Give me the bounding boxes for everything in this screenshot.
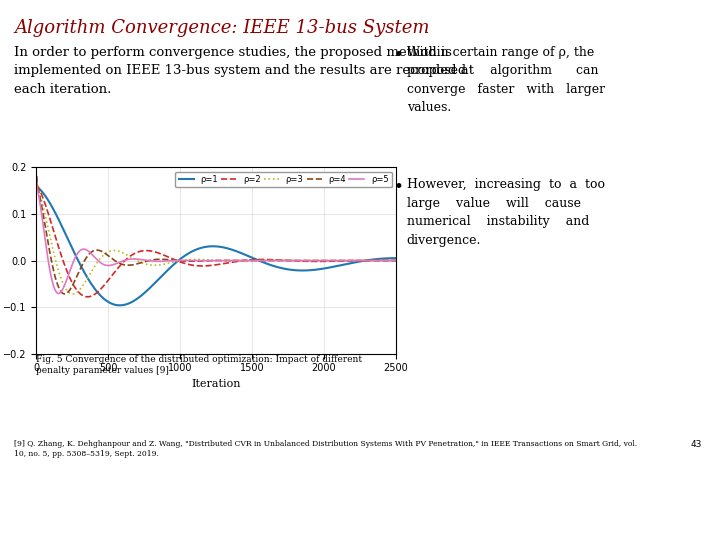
- ρ=2: [84, 294, 92, 300]
- ρ=2: [354, 258, 362, 264]
- Text: However,  increasing  to  a  too
large    value    will    cause
numerical    in: However, increasing to a too large value…: [407, 178, 605, 247]
- Text: Within certain range of ρ, the
proposed      algorithm      can
converge   faste: Within certain range of ρ, the proposed …: [407, 46, 605, 114]
- ρ=2: [32, 173, 40, 180]
- ρ=1: [340, 261, 348, 268]
- ρ=1: [39, 190, 48, 197]
- Legend: ρ=1, ρ=2, ρ=3, ρ=4, ρ=5: ρ=1, ρ=2, ρ=3, ρ=4, ρ=5: [175, 172, 392, 187]
- Text: Iowa State University: Iowa State University: [210, 494, 510, 518]
- ρ=3: [39, 204, 48, 211]
- ρ=4: [340, 258, 348, 264]
- Line: ρ=3: ρ=3: [36, 179, 396, 294]
- ρ=5: [39, 224, 48, 230]
- Line: ρ=2: ρ=2: [36, 177, 396, 297]
- ρ=4: [39, 212, 48, 219]
- ρ=1: [325, 264, 333, 271]
- ρ=3: [68, 291, 77, 298]
- Text: •: •: [394, 178, 404, 196]
- X-axis label: Iteration: Iteration: [192, 379, 240, 389]
- ρ=5: [32, 178, 40, 185]
- ρ=5: [340, 258, 348, 264]
- ρ=3: [392, 258, 400, 264]
- Text: •: •: [394, 46, 404, 64]
- ρ=5: [171, 257, 180, 264]
- Text: Algorithm Convergence: IEEE 13-bus System: Algorithm Convergence: IEEE 13-bus Syste…: [14, 19, 430, 37]
- ρ=1: [354, 259, 362, 265]
- ρ=4: [233, 257, 241, 264]
- ρ=4: [325, 258, 333, 264]
- Text: [9] Q. Zhang, K. Dehghanpour and Z. Wang, "Distributed CVR in Unbalanced Distrib: [9] Q. Zhang, K. Dehghanpour and Z. Wang…: [14, 440, 637, 458]
- ρ=1: [233, 248, 241, 255]
- ρ=5: [325, 258, 333, 264]
- ρ=3: [171, 259, 180, 265]
- Line: ρ=1: ρ=1: [36, 177, 396, 305]
- ρ=2: [340, 258, 348, 264]
- ρ=2: [233, 258, 241, 265]
- ρ=1: [32, 173, 40, 180]
- ρ=1: [171, 260, 180, 266]
- Text: In order to perform convergence studies, the proposed method is
implemented on I: In order to perform convergence studies,…: [14, 46, 474, 96]
- ρ=1: [392, 255, 400, 261]
- ρ=5: [233, 257, 241, 264]
- ρ=3: [32, 176, 40, 183]
- ρ=4: [354, 258, 362, 264]
- ρ=3: [233, 258, 241, 265]
- ρ=4: [392, 258, 400, 264]
- Line: ρ=4: ρ=4: [36, 179, 396, 294]
- ρ=4: [60, 291, 69, 297]
- Text: 43: 43: [690, 440, 702, 449]
- ρ=2: [171, 257, 180, 264]
- Text: Fig. 5 Convergence of the distributed optimization: Impact of different
penalty : Fig. 5 Convergence of the distributed op…: [36, 355, 362, 375]
- ρ=2: [392, 257, 400, 264]
- ρ=4: [171, 257, 180, 264]
- ρ=5: [54, 290, 63, 296]
- ρ=3: [340, 258, 348, 264]
- ρ=1: [115, 302, 124, 308]
- ρ=2: [39, 196, 48, 202]
- ρ=3: [325, 258, 333, 264]
- ρ=4: [32, 176, 40, 183]
- ρ=3: [354, 257, 362, 264]
- ρ=2: [325, 258, 333, 265]
- ρ=5: [354, 258, 362, 264]
- ρ=5: [392, 258, 400, 264]
- Line: ρ=5: ρ=5: [36, 181, 396, 293]
